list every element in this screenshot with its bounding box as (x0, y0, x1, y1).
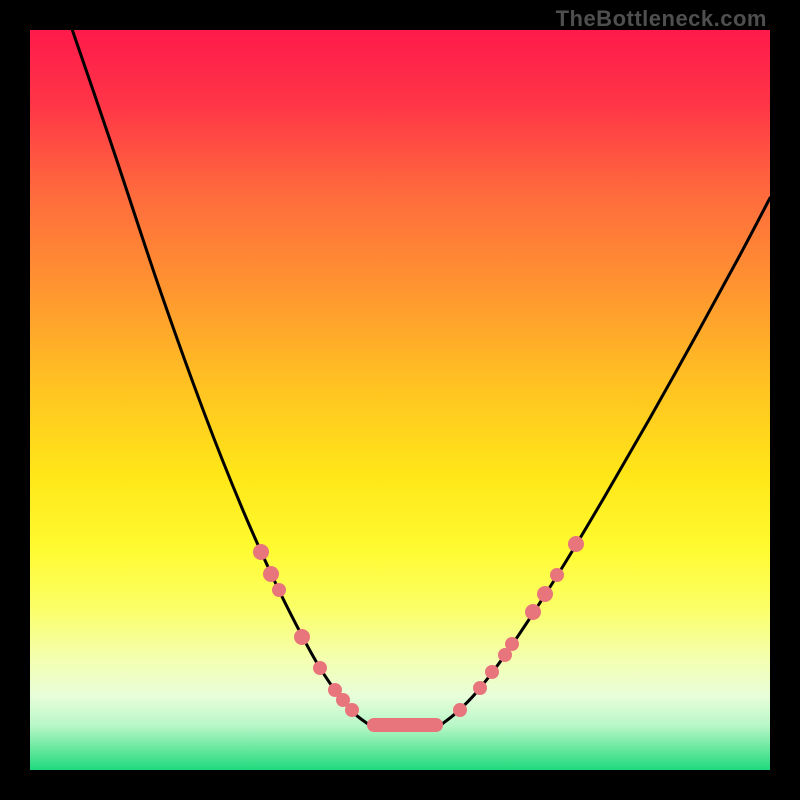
marker-floor-capsule (367, 718, 443, 732)
marker-dot (525, 604, 541, 620)
marker-dot (473, 681, 487, 695)
marker-dot (550, 568, 564, 582)
frame-right (770, 0, 800, 800)
marker-dot (272, 583, 286, 597)
marker-dot (568, 536, 584, 552)
plot-area (30, 30, 770, 770)
bottleneck-chart (30, 30, 770, 770)
marker-dot (313, 661, 327, 675)
marker-dot (485, 665, 499, 679)
marker-dot (253, 544, 269, 560)
watermark-text: TheBottleneck.com (556, 6, 767, 32)
frame-left (0, 0, 30, 800)
marker-dot (505, 637, 519, 651)
marker-dot (345, 703, 359, 717)
marker-dot (453, 703, 467, 717)
marker-dot (294, 629, 310, 645)
marker-dot (537, 586, 553, 602)
marker-dot (263, 566, 279, 582)
frame-bottom (0, 770, 800, 800)
